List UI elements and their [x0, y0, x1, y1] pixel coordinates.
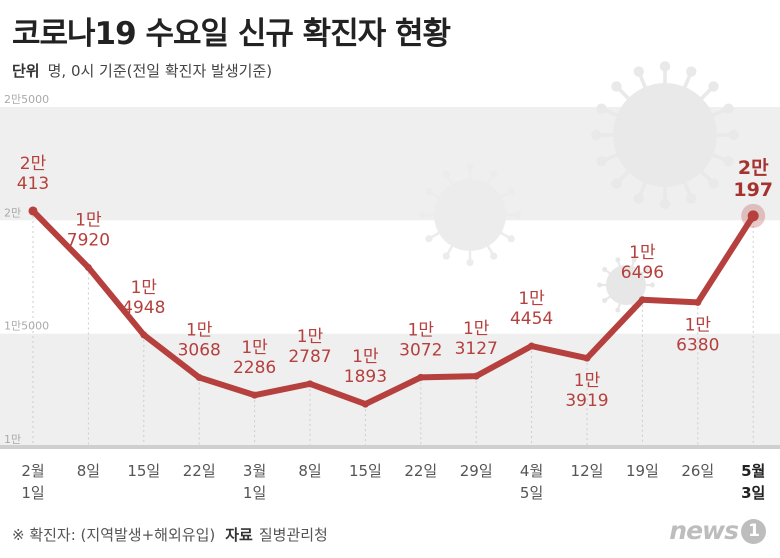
virus-icon — [418, 163, 522, 267]
data-label: 2만 197 — [733, 157, 773, 201]
data-label: 1만 3919 — [565, 371, 608, 411]
news1-logo: news 1 — [669, 516, 766, 545]
y-axis-ticks: 2만5000 2만 1만5000 1만 — [4, 93, 49, 446]
logo-number: 1 — [741, 519, 766, 544]
x-tick-label: 12일 — [571, 462, 604, 480]
unit-text: 명, 0시 기준(전일 확진자 발생기준) — [47, 62, 273, 80]
virus-decorations — [418, 61, 739, 313]
data-point — [747, 210, 759, 222]
data-label: 2만 413 — [17, 154, 49, 194]
data-point — [28, 206, 38, 216]
data-point — [472, 372, 480, 380]
x-axis-labels: 2월 1일 8일 15일 22일 3월 1일 8일 15일 22일 29일 4월 5일 12일 19일 26일… — [21, 462, 765, 502]
data-label: 1만 4948 — [122, 278, 165, 318]
data-label: 1만 7920 — [67, 210, 110, 250]
unit-line: 단위 명, 0시 기준(전일 확진자 발생기준) — [12, 60, 272, 81]
x-tick-label: 8일 — [77, 462, 100, 480]
data-label: 1만 2286 — [233, 338, 276, 378]
x-tick-label: 22일 — [183, 462, 216, 480]
virus-icon — [591, 61, 739, 209]
x-tick-label: 26일 — [681, 462, 714, 480]
data-label: 1만 3068 — [178, 320, 221, 360]
source-text: 질병관리청 — [258, 526, 328, 544]
data-point — [140, 331, 148, 339]
footnote: ※ 확진자: (지역발생+해외유입) 자료 질병관리청 — [12, 524, 328, 545]
data-point — [583, 354, 591, 362]
series-line — [30, 207, 757, 408]
data-label: 1만 2787 — [288, 327, 331, 367]
x-tick-label: 4월 5일 — [520, 462, 543, 502]
data-label: 1만 6496 — [621, 243, 664, 283]
data-label: 1만 4454 — [510, 289, 553, 329]
data-points — [28, 203, 766, 408]
data-label: 1만 3127 — [455, 319, 498, 359]
data-point — [195, 373, 203, 381]
footnote-note: ※ 확진자: (지역발생+해외유입) — [12, 526, 216, 544]
x-tick-label: 8일 — [298, 462, 321, 480]
source-label: 자료 — [225, 526, 253, 544]
data-point — [638, 296, 646, 304]
data-point — [251, 391, 259, 399]
y-tick-label: 2만 — [4, 206, 21, 219]
x-tick-label: 29일 — [460, 462, 493, 480]
x-tick-label: 15일 — [127, 462, 160, 480]
x-tick-label: 19일 — [626, 462, 659, 480]
x-tick-label: 15일 — [349, 462, 382, 480]
data-label: 1만 6380 — [676, 315, 719, 355]
data-point — [694, 298, 702, 306]
data-label: 1만 1893 — [344, 347, 387, 387]
x-tick-label: 2월 1일 — [21, 462, 44, 502]
x-tick-label: 3월 1일 — [243, 462, 266, 502]
data-point — [417, 373, 425, 381]
data-point — [361, 400, 369, 408]
data-point — [84, 263, 92, 271]
series-line — [30, 207, 757, 408]
logo-text: news — [669, 516, 739, 545]
vertical-guides — [32, 210, 754, 447]
data-label: 1만 3072 — [399, 320, 442, 360]
x-tick-label: 5월 3일 — [741, 462, 765, 502]
unit-label: 단위 — [12, 62, 40, 80]
y-tick-label: 2만5000 — [4, 93, 49, 106]
data-point — [528, 342, 536, 350]
data-point — [306, 380, 314, 388]
y-tick-label: 1만5000 — [4, 320, 49, 333]
y-tick-label: 1만 — [4, 433, 21, 446]
data-labels: 2만 413 1만 7920 1만 4948 1만 3068 1만 2286 1만 2787 1만 189… — [17, 154, 773, 411]
page-title: 코로나19 수요일 신규 확진자 현황 — [12, 16, 451, 52]
x-tick-label: 22일 — [404, 462, 437, 480]
